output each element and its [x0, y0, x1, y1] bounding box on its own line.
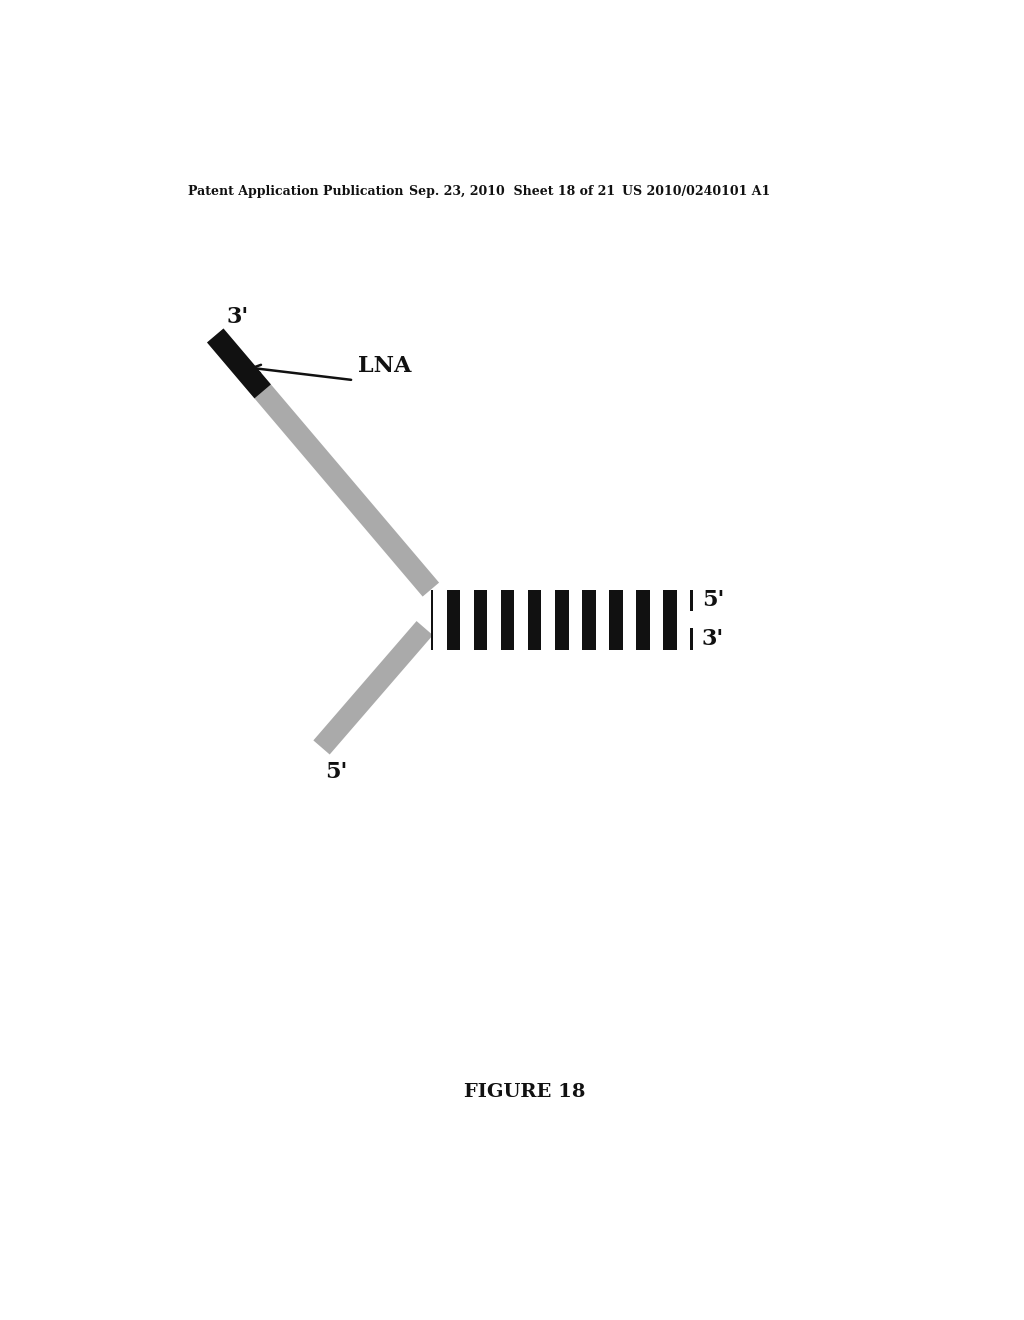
Bar	[528, 590, 542, 649]
Bar	[609, 590, 623, 649]
Bar	[514, 590, 528, 611]
Bar	[623, 590, 636, 611]
Bar	[501, 590, 514, 649]
Bar	[460, 590, 474, 611]
Bar	[528, 590, 542, 649]
Bar	[677, 628, 690, 649]
Bar	[474, 590, 487, 649]
Bar	[487, 590, 501, 611]
Bar	[596, 628, 609, 649]
Bar	[433, 628, 446, 649]
Text: 5': 5'	[701, 590, 724, 611]
Text: 3': 3'	[701, 628, 724, 649]
Bar	[650, 590, 664, 611]
Bar	[431, 590, 692, 611]
Bar	[431, 590, 433, 649]
Bar	[487, 628, 501, 649]
Bar	[514, 628, 528, 649]
Bar	[609, 590, 623, 649]
Polygon shape	[207, 329, 439, 597]
Text: 3': 3'	[226, 306, 249, 327]
Text: LNA: LNA	[357, 355, 411, 378]
Text: Sep. 23, 2010  Sheet 18 of 21: Sep. 23, 2010 Sheet 18 of 21	[410, 185, 615, 198]
Bar	[431, 628, 692, 649]
Bar	[664, 590, 677, 649]
Bar	[650, 628, 664, 649]
Polygon shape	[207, 329, 271, 399]
Text: US 2010/0240101 A1: US 2010/0240101 A1	[622, 185, 770, 198]
Bar	[582, 590, 596, 649]
Bar	[636, 590, 650, 649]
Polygon shape	[313, 620, 433, 755]
Bar	[555, 590, 568, 649]
Text: FIGURE 18: FIGURE 18	[464, 1082, 586, 1101]
Bar	[446, 590, 460, 649]
Bar	[664, 590, 677, 649]
Bar	[636, 590, 650, 649]
Bar	[446, 590, 460, 649]
Bar	[542, 628, 555, 649]
Bar	[623, 628, 636, 649]
Text: 5': 5'	[326, 762, 348, 783]
Bar	[555, 590, 568, 649]
Bar	[460, 628, 474, 649]
Bar	[568, 590, 582, 611]
Bar	[474, 590, 487, 649]
Bar	[542, 590, 555, 611]
Text: Patent Application Publication: Patent Application Publication	[188, 185, 403, 198]
Bar	[596, 590, 609, 611]
Bar	[568, 628, 582, 649]
Bar	[582, 590, 596, 649]
Bar	[501, 590, 514, 649]
Bar	[433, 590, 446, 611]
Bar	[677, 590, 690, 611]
